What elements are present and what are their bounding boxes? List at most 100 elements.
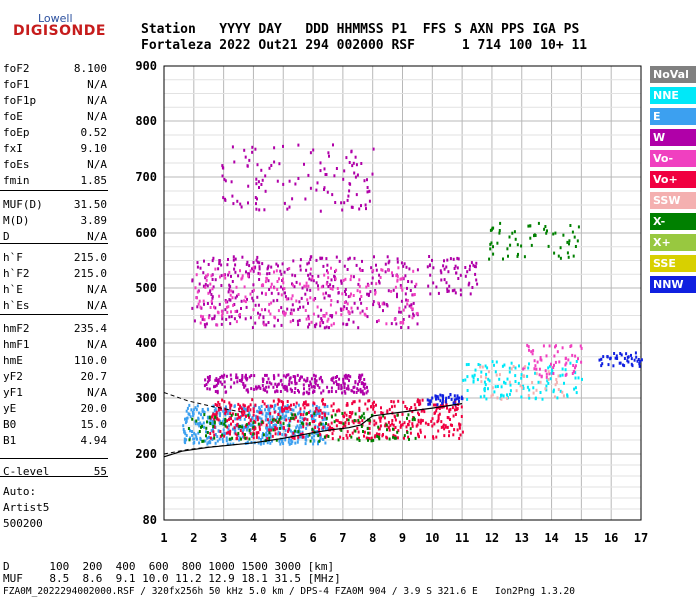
- data-point: [229, 385, 232, 389]
- data-point: [243, 410, 246, 414]
- param-row-d: D N/A: [3, 230, 107, 246]
- data-point: [332, 409, 335, 413]
- data-point: [566, 251, 569, 255]
- data-point: [298, 426, 301, 430]
- data-point: [319, 161, 322, 165]
- data-point: [445, 400, 448, 404]
- data-point: [331, 193, 334, 197]
- data-point: [412, 312, 415, 316]
- data-point: [252, 283, 255, 287]
- param-key: foF1: [3, 78, 30, 91]
- data-point: [213, 409, 216, 412]
- data-point: [230, 417, 232, 421]
- data-point: [270, 421, 273, 424]
- param-value: N/A: [87, 78, 107, 91]
- data-point: [475, 261, 478, 265]
- data-point: [343, 411, 346, 415]
- data-point: [244, 155, 247, 159]
- data-point: [484, 376, 487, 380]
- data-point: [327, 294, 330, 298]
- data-point: [569, 361, 572, 365]
- data-point: [420, 409, 423, 413]
- data-point: [196, 265, 199, 269]
- data-point: [362, 430, 364, 433]
- data-point: [428, 399, 431, 403]
- data-point: [191, 433, 194, 437]
- data-point: [434, 403, 437, 407]
- data-point: [218, 260, 221, 264]
- data-point: [195, 419, 198, 423]
- data-point: [458, 396, 460, 400]
- data-point: [229, 442, 232, 446]
- data-point: [428, 255, 431, 258]
- data-point: [529, 236, 532, 240]
- data-point: [493, 363, 495, 367]
- data-point: [446, 290, 449, 293]
- data-point: [574, 376, 577, 380]
- data-point: [411, 418, 414, 422]
- data-point: [294, 413, 297, 417]
- data-point: [267, 377, 270, 381]
- data-point: [254, 385, 257, 389]
- data-point: [358, 207, 361, 211]
- data-point: [282, 312, 285, 316]
- data-point: [349, 278, 352, 282]
- data-point: [552, 390, 555, 394]
- param-value: 215.0: [73, 267, 107, 280]
- data-point: [203, 411, 206, 414]
- data-point: [446, 416, 449, 419]
- data-point: [302, 403, 305, 407]
- data-point: [189, 415, 192, 419]
- data-point: [375, 432, 378, 436]
- data-point: [268, 407, 271, 411]
- data-point: [419, 428, 422, 432]
- data-point: [334, 413, 337, 417]
- data-point: [274, 390, 277, 394]
- c-level-key: C-level: [3, 465, 50, 478]
- param-value: 110.0: [73, 354, 107, 367]
- data-point: [351, 164, 354, 168]
- data-point: [191, 306, 194, 310]
- data-point: [358, 439, 361, 442]
- x-tick-label: 15: [574, 531, 588, 545]
- data-point: [449, 407, 452, 411]
- data-point: [218, 437, 221, 441]
- data-point: [308, 277, 311, 281]
- data-point: [253, 266, 256, 270]
- data-point: [404, 405, 407, 408]
- data-point: [294, 377, 297, 381]
- data-point: [276, 415, 279, 419]
- data-point: [316, 305, 319, 309]
- data-point: [420, 418, 423, 422]
- data-point: [216, 417, 219, 421]
- data-point: [230, 422, 232, 426]
- data-point: [388, 437, 391, 441]
- data-point: [300, 421, 303, 425]
- data-point: [265, 423, 268, 427]
- data-point: [221, 420, 224, 424]
- data-point: [528, 388, 531, 392]
- data-point: [295, 401, 298, 405]
- data-point: [235, 423, 238, 427]
- data-point: [276, 402, 279, 406]
- data-point: [252, 269, 255, 273]
- data-point: [633, 358, 636, 362]
- data-point: [220, 407, 222, 411]
- data-point: [323, 435, 326, 439]
- data-point: [284, 438, 287, 442]
- data-point: [557, 254, 560, 258]
- data-point: [269, 312, 272, 316]
- data-point: [296, 373, 299, 377]
- data-point: [245, 408, 248, 412]
- data-point: [319, 375, 322, 379]
- data-point: [225, 436, 228, 440]
- data-point: [359, 377, 362, 380]
- data-point: [508, 235, 511, 239]
- data-point: [195, 435, 198, 439]
- data-point: [366, 385, 368, 389]
- data-point: [359, 269, 362, 272]
- data-point: [185, 419, 188, 423]
- data-point: [281, 403, 284, 407]
- data-point: [336, 382, 338, 386]
- data-point: [393, 414, 396, 418]
